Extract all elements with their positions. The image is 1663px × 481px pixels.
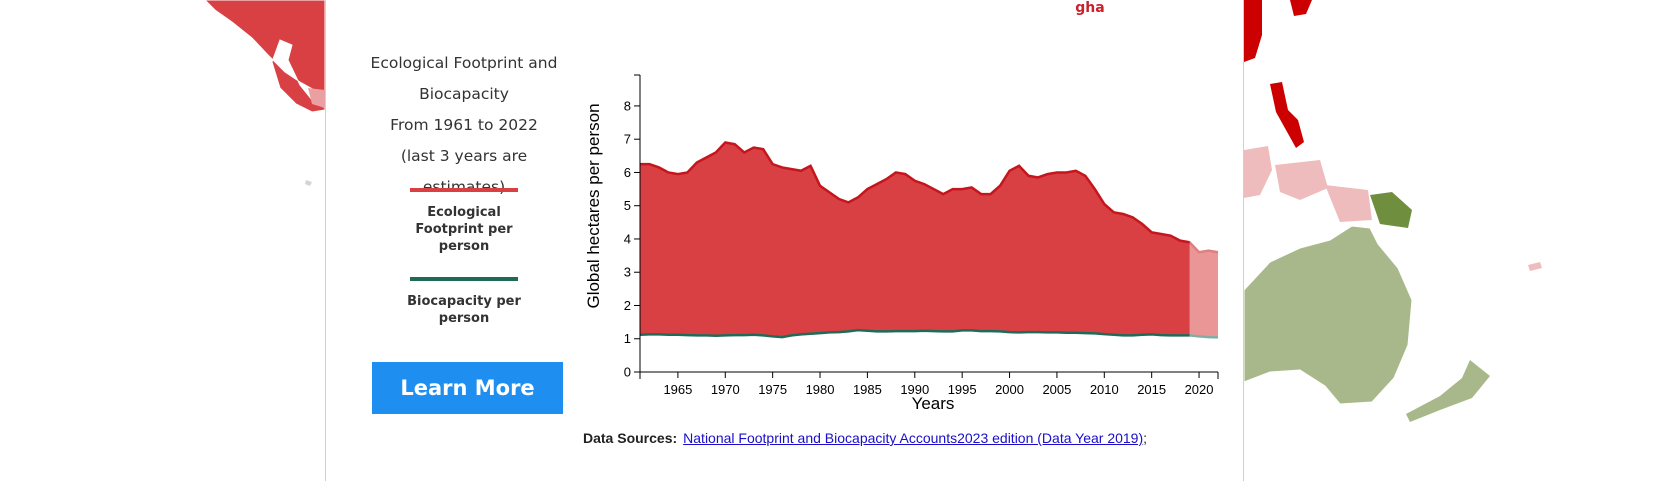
y-tick-label: 4 [624,231,631,246]
legend: Ecological Footprint per person Biocapaci… [400,188,528,349]
unit-label: gha [1075,0,1105,16]
x-tick-label: 1970 [711,382,740,397]
map-region [1275,160,1328,200]
x-tick-label: 2020 [1185,382,1214,397]
footprint-area [640,142,1218,372]
legend-swatch [410,277,518,281]
x-tick-label: 1965 [663,382,692,397]
sources-link[interactable]: National Footprint and Biocapacity Accou… [683,430,1144,446]
y-tick-label: 1 [624,331,631,346]
y-tick-label: 7 [624,132,631,147]
map-region [1243,225,1413,405]
y-tick-label: 8 [624,98,631,113]
y-tick-label: 5 [624,198,631,213]
map-region [1270,82,1304,148]
chart-subtitle: From 1961 to 2022 [390,116,538,134]
x-tick-label: 2000 [995,382,1024,397]
map-region [1370,192,1412,228]
data-sources: Data Sources: National Footprint and Bioc… [583,430,1147,446]
map-region [1290,0,1312,16]
footprint-line [640,141,1219,254]
x-tick-label: 2015 [1137,382,1166,397]
y-tick-label: 2 [624,298,631,313]
map-region [1244,0,1262,62]
map-region [305,180,312,186]
x-tick-label: 1995 [948,382,977,397]
sources-separator: ; [1143,430,1148,446]
legend-item: Ecological Footprint per person [400,188,528,255]
legend-swatch [410,188,518,192]
sources-label: Data Sources: [583,430,678,446]
map-region [1528,262,1542,271]
x-tick-label: 2010 [1090,382,1119,397]
map-region [204,0,326,113]
y-tick-label: 6 [624,165,631,180]
chart-info: Ecological Footprint and Biocapacity Fro… [365,48,563,203]
legend-item: Biocapacity per person [400,277,528,327]
map-region [1244,146,1272,198]
x-tick-label: 1980 [806,382,835,397]
map-region [1406,360,1490,422]
y-tick-label: 0 [624,365,631,380]
learn-more-button[interactable]: Learn More [372,362,563,414]
legend-label: Biocapacity per person [407,294,521,326]
map-region [1325,185,1372,222]
chart-title: Ecological Footprint and Biocapacity [370,54,558,103]
chart: 0 1 2 3 4 5 6 7 8 1965 1970 1975 1980 1985 1990 1995 200… [584,72,1219,413]
x-axis-label: Years [912,394,955,413]
map-region [308,88,325,108]
y-axis-label: Global hectares per person [584,103,603,308]
y-tick-label: 3 [624,265,631,280]
x-tick-label: 1985 [853,382,882,397]
biocapacity-area [640,330,1218,372]
x-tick-label: 2005 [1042,382,1071,397]
estimate-shade [1189,72,1219,374]
x-tick-label: 1975 [758,382,787,397]
x-tick-label: 1990 [900,382,929,397]
biocapacity-line [639,328,1219,339]
legend-label: Ecological Footprint per person [415,205,513,254]
